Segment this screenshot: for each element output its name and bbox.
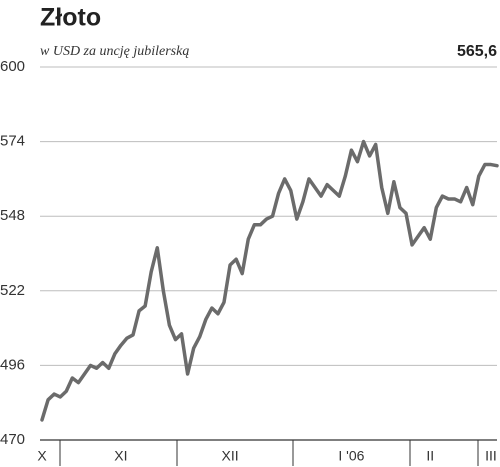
y-tick-label: 522: [0, 282, 25, 299]
y-tick-label: 548: [0, 207, 25, 224]
y-tick-label: 470: [0, 431, 25, 448]
y-tick-label: 574: [0, 133, 25, 150]
x-tick-label: II: [426, 448, 434, 464]
x-tick-label: X: [37, 448, 47, 464]
month-separators: [59, 440, 479, 466]
x-tick-label: I '06: [338, 448, 364, 464]
x-tick-label: XII: [222, 448, 239, 464]
chart-title: Złoto: [40, 4, 101, 32]
chart-subtitle: w USD za uncję jubilerską: [40, 44, 189, 59]
x-tick-label: XI: [114, 448, 127, 464]
y-tick-label: 496: [0, 356, 25, 373]
y-tick-label: 600: [0, 58, 25, 75]
price-line: [40, 139, 499, 422]
last-value-label: 565,6: [457, 43, 497, 60]
x-tick-label: III: [485, 448, 497, 464]
